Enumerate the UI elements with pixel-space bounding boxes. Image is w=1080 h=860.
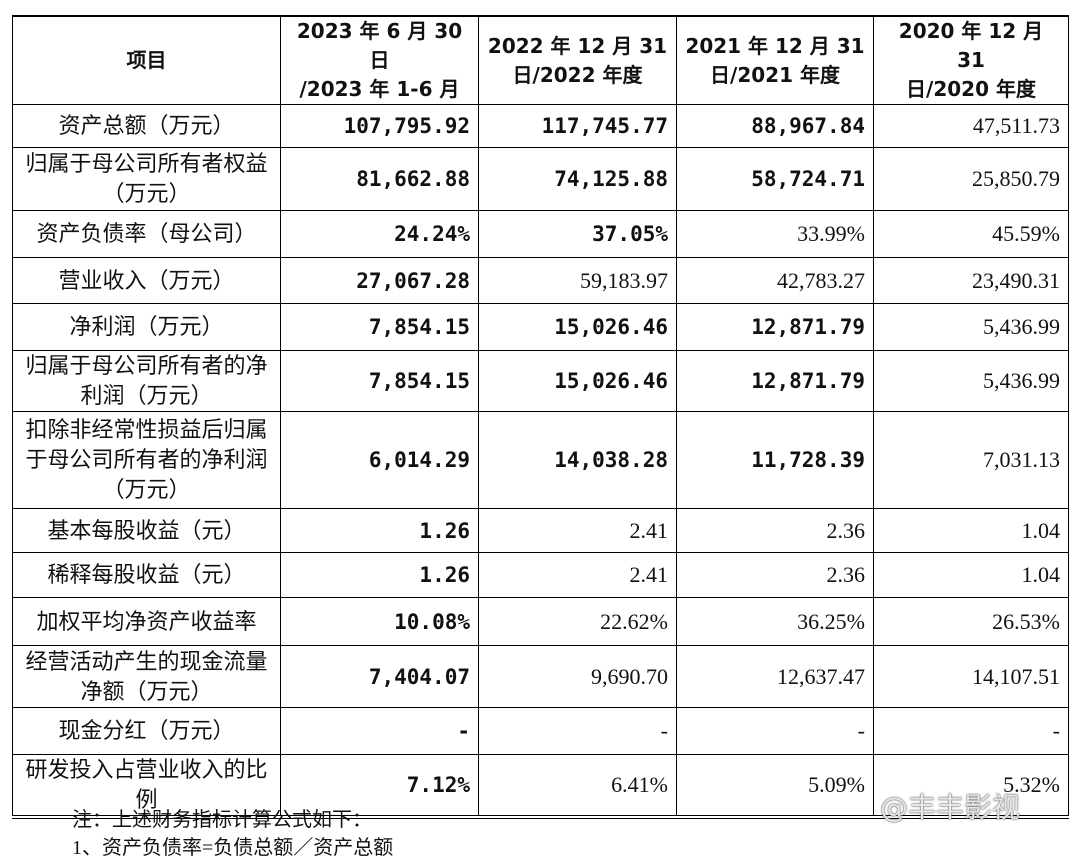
value-cell: 47,511.73: [873, 104, 1069, 148]
value-cell: 15,026.46: [478, 303, 677, 351]
value-cell: -: [676, 707, 874, 755]
table-row: 现金分红（万元） - - - -: [12, 707, 1069, 755]
value-cell: 6.41%: [478, 754, 677, 818]
value-cell: 45.59%: [873, 210, 1069, 258]
value-cell: -: [873, 707, 1069, 755]
value-cell: 24.24%: [280, 210, 479, 258]
value-cell: 10.08%: [280, 597, 479, 646]
table-row: 资产总额（万元） 107,795.92 117,745.77 88,967.84 47,…: [12, 104, 1069, 148]
table-body: 资产总额（万元） 107,795.92 117,745.77 88,967.84 47,…: [12, 104, 1069, 818]
value-cell: 26.53%: [873, 597, 1069, 646]
row-label: 归属于母公司所有者权益（万元）: [12, 147, 281, 211]
value-cell: 81,662.88: [280, 147, 479, 211]
value-cell: 107,795.92: [280, 104, 479, 148]
row-label: 营业收入（万元）: [12, 257, 281, 304]
row-label: 加权平均净资产收益率: [12, 597, 281, 646]
header-cell: 2022 年 12 月 31 日/2022 年度: [478, 15, 677, 105]
value-cell: 1.26: [280, 508, 479, 553]
value-cell: 6,014.29: [280, 411, 479, 509]
value-cell: 7,854.15: [280, 350, 479, 412]
value-cell: 7.12%: [280, 754, 479, 818]
row-label: 研发投入占营业收入的比例: [12, 754, 281, 818]
value-cell: 12,637.47: [676, 645, 874, 708]
row-label: 现金分红（万元）: [12, 707, 281, 755]
row-label: 净利润（万元）: [12, 303, 281, 351]
value-cell: 12,871.79: [676, 350, 874, 412]
financial-table: 项目 2023 年 6 月 30 日 /2023 年 1-6 月 2022 年 12…: [12, 15, 1069, 819]
value-cell: 1.26: [280, 552, 479, 598]
table-row: 归属于母公司所有者权益（万元） 81,662.88 74,125.88 58,724.…: [12, 147, 1069, 211]
value-cell: 117,745.77: [478, 104, 677, 148]
table-row: 资产负债率（母公司） 24.24% 37.05% 33.99% 45.59%: [12, 210, 1069, 258]
value-cell: 22.62%: [478, 597, 677, 646]
table-row: 加权平均净资产收益率 10.08% 22.62% 36.25% 26.53%: [12, 597, 1069, 646]
row-label: 基本每股收益（元）: [12, 508, 281, 553]
header-cell: 2021 年 12 月 31 日/2021 年度: [676, 15, 874, 105]
value-cell: 14,107.51: [873, 645, 1069, 708]
table-row: 扣除非经常性损益后归属于母公司所有者的净利润（万元） 6,014.29 14,038…: [12, 411, 1069, 509]
value-cell: 59,183.97: [478, 257, 677, 304]
row-label: 经营活动产生的现金流量净额（万元）: [12, 645, 281, 708]
value-cell: 74,125.88: [478, 147, 677, 211]
row-label: 稀释每股收益（元）: [12, 552, 281, 598]
value-cell: 25,850.79: [873, 147, 1069, 211]
header-row: 项目 2023 年 6 月 30 日 /2023 年 1-6 月 2022 年 12…: [12, 15, 1069, 105]
value-cell: 1.04: [873, 508, 1069, 553]
value-cell: 7,404.07: [280, 645, 479, 708]
value-cell: 36.25%: [676, 597, 874, 646]
value-cell: 7,031.13: [873, 411, 1069, 509]
value-cell: 33.99%: [676, 210, 874, 258]
value-cell: 42,783.27: [676, 257, 874, 304]
value-cell: 2.41: [478, 508, 677, 553]
table-row: 研发投入占营业收入的比例 7.12% 6.41% 5.09% 5.32%: [12, 754, 1069, 818]
value-cell: 2.36: [676, 508, 874, 553]
value-cell: 2.41: [478, 552, 677, 598]
row-label: 资产负债率（母公司）: [12, 210, 281, 258]
value-cell: 37.05%: [478, 210, 677, 258]
value-cell: 11,728.39: [676, 411, 874, 509]
value-cell: -: [478, 707, 677, 755]
value-cell: 2.36: [676, 552, 874, 598]
table-row: 稀释每股收益（元） 1.26 2.41 2.36 1.04: [12, 552, 1069, 598]
table-row: 基本每股收益（元） 1.26 2.41 2.36 1.04: [12, 508, 1069, 553]
value-cell: 23,490.31: [873, 257, 1069, 304]
value-cell: 27,067.28: [280, 257, 479, 304]
value-cell: 5,436.99: [873, 303, 1069, 351]
value-cell: -: [280, 707, 479, 755]
row-label: 资产总额（万元）: [12, 104, 281, 148]
note: 注：上述财务指标计算公式如下：: [72, 809, 372, 831]
note: 1、资产负债率=负债总额／资产总额: [72, 837, 394, 859]
table-row: 营业收入（万元） 27,067.28 59,183.97 42,783.27 23,49…: [12, 257, 1069, 304]
header-cell: 项目: [12, 15, 281, 105]
row-label: 扣除非经常性损益后归属于母公司所有者的净利润（万元）: [12, 411, 281, 509]
value-cell: 5,436.99: [873, 350, 1069, 412]
value-cell: 7,854.15: [280, 303, 479, 351]
row-label: 归属于母公司所有者的净利润（万元）: [12, 350, 281, 412]
table-row: 经营活动产生的现金流量净额（万元） 7,404.07 9,690.70 12,637.…: [12, 645, 1069, 708]
value-cell: 5.09%: [676, 754, 874, 818]
value-cell: 12,871.79: [676, 303, 874, 351]
watermark: @丰丰影视: [880, 791, 1021, 824]
value-cell: 9,690.70: [478, 645, 677, 708]
table-row: 归属于母公司所有者的净利润（万元） 7,854.15 15,026.46 12,871…: [12, 350, 1069, 412]
value-cell: 1.04: [873, 552, 1069, 598]
header-cell: 2020 年 12 月 31 日/2020 年度: [873, 15, 1069, 105]
value-cell: 58,724.71: [676, 147, 874, 211]
value-cell: 88,967.84: [676, 104, 874, 148]
value-cell: 14,038.28: [478, 411, 677, 509]
table-row: 净利润（万元） 7,854.15 15,026.46 12,871.79 5,436.9…: [12, 303, 1069, 351]
header-cell: 2023 年 6 月 30 日 /2023 年 1-6 月: [280, 15, 479, 105]
value-cell: 15,026.46: [478, 350, 677, 412]
value-cell: 5.32%: [873, 754, 1069, 818]
